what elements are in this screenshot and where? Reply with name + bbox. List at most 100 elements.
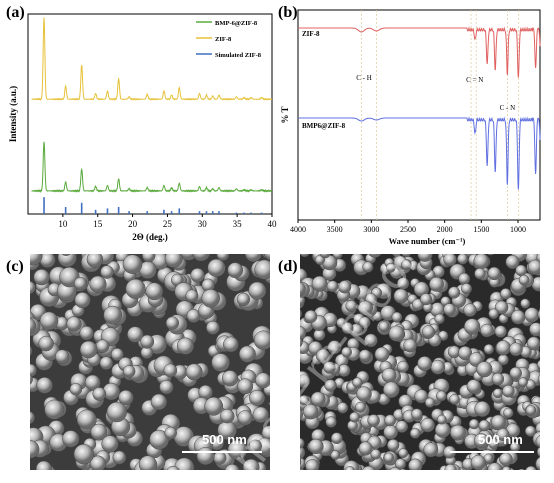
- sem-particle: [458, 346, 473, 361]
- sem-particle: [336, 402, 349, 414]
- sem-particle: [429, 276, 444, 292]
- sem-particle: [494, 325, 507, 338]
- ftir-xtick-label: 1000: [510, 225, 526, 234]
- sem-particle: [417, 254, 433, 262]
- sem-particle: [249, 389, 266, 406]
- ftir-chart: 4000 3500 3000 2500 2000 1500 1000 Wave number …: [280, 9, 541, 246]
- sem-particle: [30, 374, 33, 385]
- sem-particle: [44, 399, 65, 420]
- sem-particle: [248, 281, 267, 300]
- sem-particle: [358, 349, 372, 362]
- sem-particle: [536, 359, 540, 370]
- panel-d-label: (d): [278, 258, 298, 275]
- xrd-series-zif8: [31, 17, 273, 101]
- scale-text-d: 500 nm: [478, 432, 523, 447]
- sem-particle: [364, 333, 378, 348]
- sem-particle: [397, 360, 409, 373]
- sem-particle: [30, 281, 36, 295]
- sem-particle: [396, 277, 410, 290]
- sem-particle: [30, 254, 43, 266]
- ftir-series-label: ZIF-8: [302, 30, 320, 38]
- sem-particle: [185, 363, 203, 381]
- sem-image-c: 500 nm: [30, 254, 270, 470]
- sem-particle: [242, 458, 260, 470]
- sem-particle: [300, 281, 306, 296]
- sem-particle: [84, 374, 101, 391]
- sem-particle: [30, 317, 37, 334]
- sem-particle: [30, 411, 35, 425]
- sem-particle: [227, 262, 244, 279]
- sem-particle: [490, 414, 506, 430]
- sem-particle: [138, 455, 158, 470]
- sem-particle: [62, 430, 80, 448]
- sem-particle: [518, 274, 530, 286]
- sem-particle: [463, 318, 481, 335]
- sem-particle: [142, 254, 156, 263]
- sem-particle: [358, 316, 371, 329]
- sem-particle: [304, 310, 318, 323]
- sem-particle: [518, 377, 528, 388]
- sem-particle: [253, 330, 270, 350]
- sem-particle: [492, 388, 503, 399]
- sem-particle: [95, 339, 110, 353]
- xrd-chart: 10 15 20 25 30 35 40 2Θ (deg.) Intensity (a.u.) B…: [8, 13, 278, 242]
- sem-particle: [393, 288, 409, 304]
- sem-particle: [457, 254, 469, 265]
- sem-particle: [140, 334, 155, 349]
- sem-particle: [374, 346, 390, 362]
- sem-particle: [66, 316, 82, 332]
- sem-particle: [510, 309, 526, 325]
- sem-particle: [300, 458, 302, 466]
- xrd-legend-label: Simulated ZIF-8: [215, 52, 262, 59]
- sem-particle: [430, 359, 446, 375]
- sem-particle: [535, 434, 540, 449]
- sem-particle: [496, 428, 510, 441]
- sem-particle: [383, 452, 394, 463]
- sem-particle: [536, 446, 540, 458]
- sem-particle: [417, 356, 433, 372]
- sem-particle: [237, 410, 253, 426]
- sem-particle: [164, 426, 177, 440]
- xrd-xtick-label: 40: [268, 219, 278, 229]
- sem-particle: [483, 344, 494, 355]
- sem-particle: [300, 254, 310, 258]
- sem-particle: [526, 336, 540, 351]
- sem-particle: [223, 336, 239, 353]
- sem-particle: [204, 396, 224, 416]
- sem-particle: [468, 418, 480, 430]
- ftir-xtick-label: 3500: [327, 225, 343, 234]
- sem-particle: [122, 365, 136, 378]
- sem-particle: [185, 289, 199, 303]
- xrd-ylabel: Intensity (a.u.): [8, 86, 18, 142]
- sem-particle: [106, 401, 127, 423]
- scale-bar-d: [450, 451, 534, 453]
- sem-particle: [443, 254, 457, 267]
- sem-particle: [419, 293, 433, 306]
- sem-particle: [473, 254, 490, 270]
- sem-particle: [463, 303, 477, 317]
- ftir-series-1: [298, 116, 541, 190]
- xrd-legend-label: BMP-6@ZIF-8: [215, 20, 258, 27]
- sem-particle: [196, 447, 215, 465]
- sem-particle: [525, 405, 537, 416]
- sem-particle: [420, 417, 435, 433]
- sem-particle: [476, 361, 493, 378]
- panel-a-label: (a): [6, 4, 25, 21]
- sem-particle: [503, 407, 514, 419]
- sem-particle: [326, 280, 339, 293]
- sem-particles-d: [300, 254, 540, 470]
- xrd-xtick-label: 15: [93, 219, 103, 229]
- sem-particle: [300, 395, 310, 406]
- sem-particle: [99, 356, 114, 370]
- sem-particle: [110, 348, 124, 361]
- sem-particle: [537, 374, 540, 385]
- sem-particle: [54, 349, 70, 364]
- sem-particle: [494, 300, 509, 315]
- sem-particle: [391, 311, 403, 323]
- sem-particle: [474, 401, 491, 417]
- sem-particle: [362, 465, 376, 470]
- sem-particle: [368, 254, 382, 258]
- sem-particle: [145, 282, 164, 301]
- sem-particle: [401, 259, 412, 271]
- sem-particle: [300, 309, 303, 319]
